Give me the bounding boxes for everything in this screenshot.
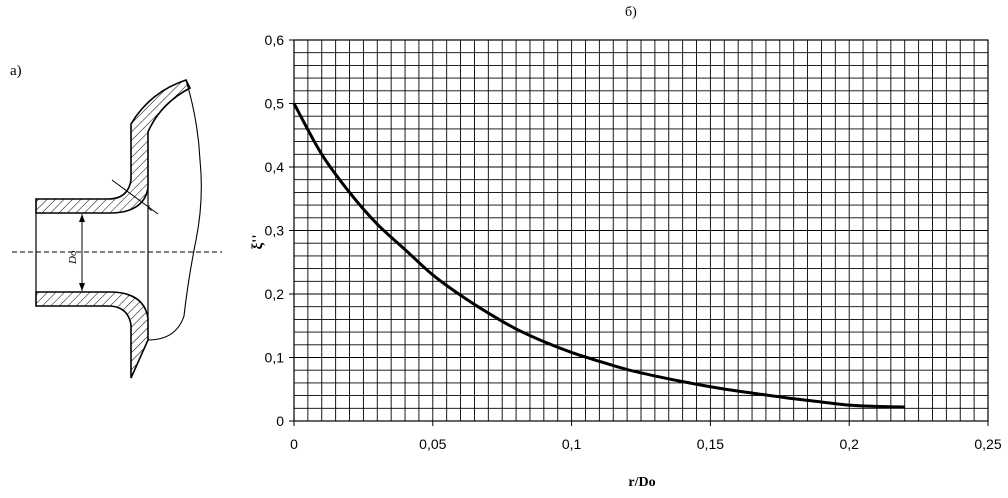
nozzle-bottom-wall [35,291,149,379]
series-line [292,102,905,409]
x-tick-label: 0,15 [697,436,724,452]
x-tick-label: 0 [290,436,298,452]
x-tick-label: 0,2 [839,436,859,452]
chart-series [292,102,905,409]
panel-label-b: б) [625,5,637,20]
x-tick-label: 0,1 [562,436,582,452]
y-tick-label: 0 [276,413,284,429]
y-tick-label: 0,5 [265,96,285,112]
x-tick-label: 0,05 [419,436,446,452]
x-tick-labels: 0 0,05 0,1 0,15 0,2 0,25 [290,436,1002,452]
y-tick-label: 0,6 [265,32,285,48]
y-axis-label: ξ'' [250,234,266,249]
nozzle-top-wall [35,79,192,214]
y-tick-label: 0,3 [265,223,285,239]
y-tick-label: 0,2 [265,286,285,302]
chart-grid-minor [293,39,989,422]
x-axis-label: r/Do [628,475,655,490]
panel-label-a: a) [10,63,22,79]
y-tick-label: 0,1 [265,350,285,366]
break-line [147,79,202,341]
radius-leader [111,179,159,215]
diameter-label: Do [67,250,79,265]
radius-label: r [144,202,157,213]
chart-axes [289,39,989,426]
x-tick-label: 0,25 [974,436,1001,452]
nozzle-drawing [12,79,222,379]
y-tick-label: 0,4 [265,159,285,175]
y-tick-labels: 0 0,1 0,2 0,3 0,4 0,5 0,6 [265,32,285,429]
